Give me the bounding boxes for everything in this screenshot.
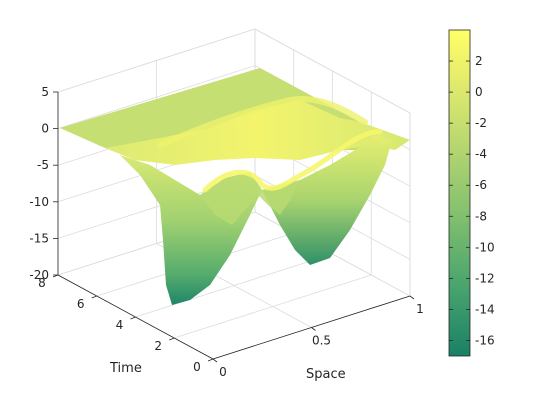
colorbar-tick-label: -16 <box>475 333 495 347</box>
grid-line-y-floor <box>174 274 372 339</box>
z-tick-label: -15 <box>29 231 49 245</box>
x-tick-label: 0.5 <box>312 334 331 348</box>
y-tick-label: 8 <box>38 276 46 290</box>
colorbar-tick-label: 0 <box>475 85 483 99</box>
colorbar-tick-label: -10 <box>475 240 495 254</box>
colorbar-gradient <box>448 29 471 357</box>
y-tick-mark <box>207 358 214 362</box>
y-tick-label: 6 <box>77 297 85 311</box>
colorbar-tick-label: 2 <box>475 54 483 68</box>
x-tick-mark <box>311 327 316 331</box>
z-tick-label: -5 <box>37 158 49 172</box>
y-axis-label: Time <box>109 361 142 376</box>
colorbar-ticks: 2 0 -2 -4 -6 -8 -10 -12 -14 -16 <box>449 54 495 347</box>
z-tick-label: 0 <box>41 122 49 136</box>
y-tick-label: 4 <box>116 318 124 332</box>
x-tick-mark <box>409 295 415 300</box>
x-tick-label: 0 <box>219 365 227 379</box>
z-tick-label: 5 <box>41 85 49 99</box>
x-axis-label: Space <box>306 367 346 382</box>
y-tick-mark <box>130 316 136 320</box>
z-tick-label: -10 <box>29 195 49 209</box>
box-edge <box>57 28 256 93</box>
surface <box>60 68 410 305</box>
grid-line-y-floor <box>135 253 333 318</box>
z-tick-label: -20 <box>29 268 49 282</box>
y-tick-mark <box>169 337 175 341</box>
y-tick-label: 0 <box>193 360 201 374</box>
surface-plateau-highlight <box>157 96 368 148</box>
surface-ridge <box>105 100 410 165</box>
x-tick-label: 1 <box>416 302 424 316</box>
grid-line-z-backwall <box>57 65 256 129</box>
y-tick-mark <box>91 295 97 299</box>
surface-center-hump <box>200 172 300 225</box>
colorbar-tick-label: -8 <box>475 209 487 223</box>
colorbar-tick-label: -6 <box>475 178 487 192</box>
colorbar-tick-label: -14 <box>475 302 495 316</box>
surface-trough-right <box>262 135 392 265</box>
x-tick-mark <box>212 358 218 363</box>
colorbar-tick-label: -4 <box>475 147 487 161</box>
tick-labels: 0 0.5 1 0 2 4 6 8 5 0 -5 -10 -15 -20 <box>29 85 423 379</box>
colorbar-tick-label: -2 <box>475 116 487 130</box>
colorbar: 2 0 -2 -4 -6 -8 -10 -12 -14 -16 <box>448 29 495 357</box>
colorbar-tick-label: -12 <box>475 271 495 285</box>
box-edge <box>254 28 411 114</box>
y-tick-label: 2 <box>154 339 162 353</box>
surface-ridge-highlight <box>202 129 383 193</box>
